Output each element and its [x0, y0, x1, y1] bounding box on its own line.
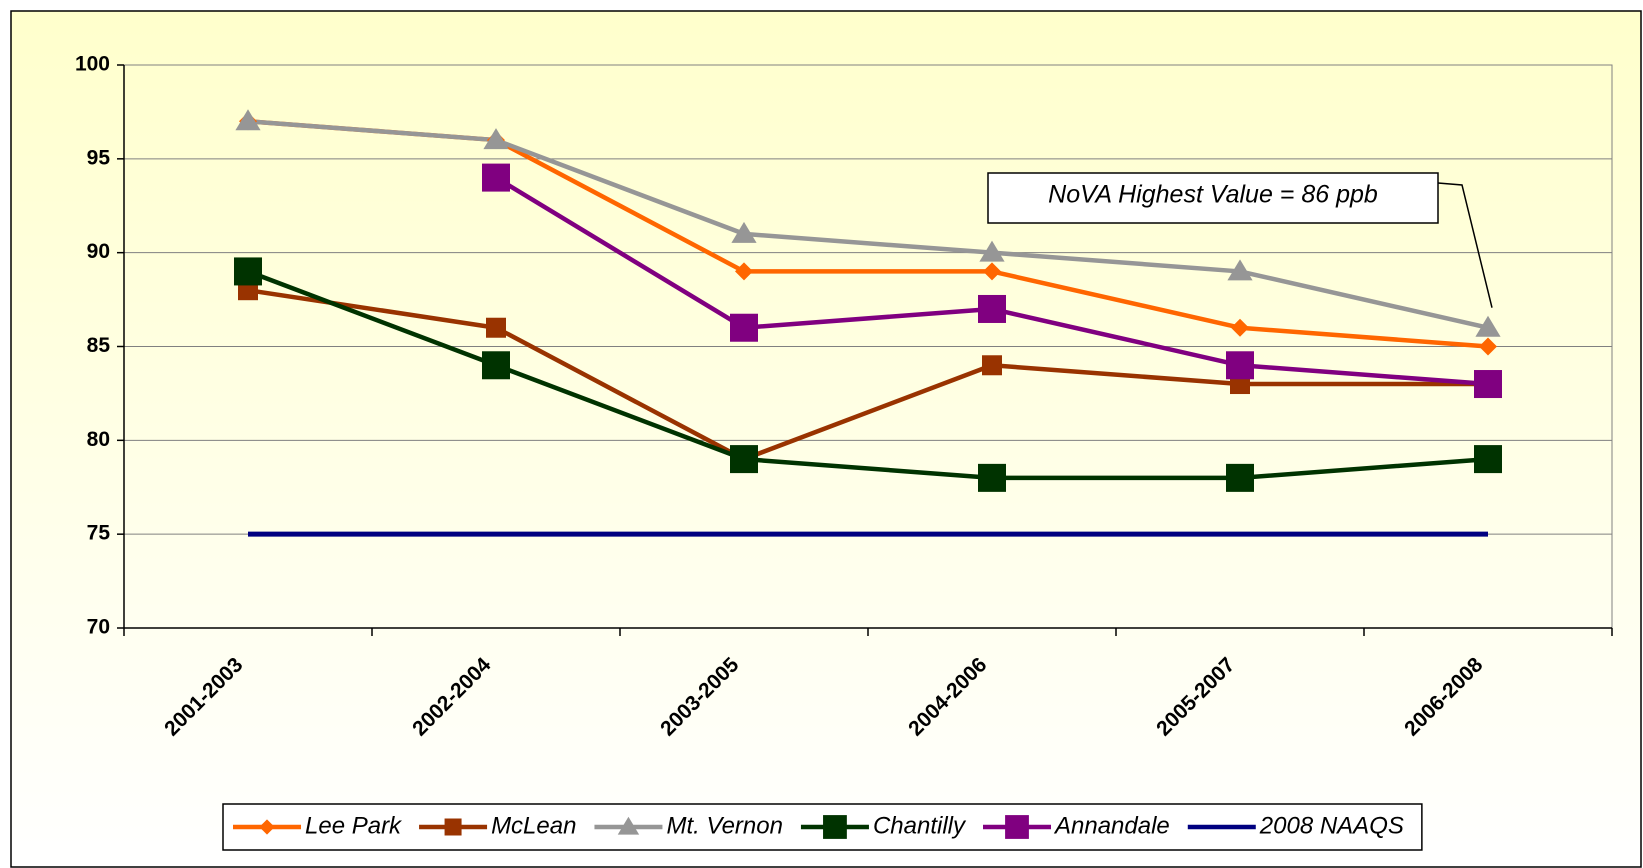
marker	[1226, 351, 1254, 380]
marker	[235, 109, 261, 131]
marker	[1231, 318, 1249, 337]
legend-label: Chantilly	[873, 812, 967, 839]
marker	[730, 445, 758, 474]
marker	[1479, 337, 1497, 356]
marker	[730, 313, 758, 342]
legend-marker	[259, 819, 275, 835]
series-line	[247, 269, 1489, 481]
legend-marker	[444, 818, 462, 836]
y-tick-label: 75	[87, 522, 111, 545]
marker	[483, 128, 509, 150]
marker	[983, 262, 1001, 281]
legend-label: McLean	[491, 812, 576, 839]
marker	[1474, 370, 1502, 399]
legend-marker	[1005, 815, 1029, 839]
marker	[234, 257, 262, 286]
annotation: NoVA Highest Value = 86 ppb	[1048, 181, 1378, 209]
marker	[731, 221, 757, 243]
marker	[1227, 259, 1253, 281]
marker	[1226, 463, 1254, 492]
series-line	[247, 119, 1489, 330]
legend-label: Mt. Vernon	[666, 812, 783, 839]
marker	[978, 294, 1006, 323]
marker	[482, 163, 510, 192]
series-line	[247, 287, 1488, 462]
marker	[482, 351, 510, 380]
annotation-leader	[1437, 182, 1493, 308]
y-tick-label: 90	[87, 240, 110, 263]
y-tick-label: 100	[75, 53, 110, 76]
annotation-box	[987, 172, 1439, 224]
legend-label: Lee Park	[305, 812, 403, 839]
marker	[1474, 445, 1502, 474]
y-tick-label: 80	[87, 428, 110, 451]
marker	[486, 317, 506, 338]
legend: Lee Park McLean Mt. Vernon Chantilly Annanda…	[222, 803, 1423, 851]
legend-marker	[823, 815, 847, 839]
marker	[735, 262, 753, 281]
marker	[979, 240, 1005, 262]
marker	[978, 463, 1006, 492]
marker	[982, 355, 1002, 376]
y-tick-label: 95	[87, 146, 111, 169]
marker	[1475, 315, 1501, 337]
legend-label: 2008 NAAQS	[1259, 812, 1404, 839]
y-tick-label: 85	[87, 334, 111, 357]
y-tick-label: 70	[87, 616, 110, 639]
legend-marker	[617, 816, 640, 835]
chart-background	[10, 10, 1642, 868]
legend-label: Annandale	[1053, 812, 1170, 839]
